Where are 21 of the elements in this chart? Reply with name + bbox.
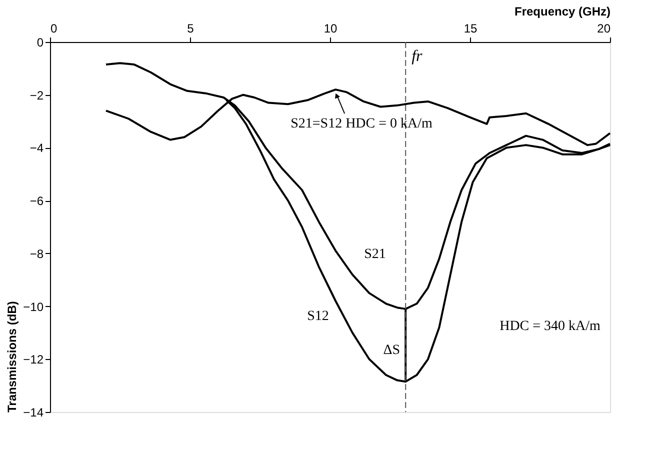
y-tick-label: −2 — [30, 88, 44, 102]
y-tick-label: 0 — [36, 36, 44, 50]
ref-line-label: fr — [412, 48, 424, 65]
y-tick-label: −10 — [23, 300, 44, 314]
y-tick-label: −14 — [23, 406, 44, 420]
annotation: HDC = 340 kA/m — [500, 319, 601, 334]
y-tick-label: −12 — [23, 352, 44, 367]
x-tick-label: 0 — [50, 22, 58, 36]
y-axis-title: Transmissions (dB) — [5, 301, 20, 412]
annotation: ΔS — [383, 343, 400, 358]
annotation: S21=S12 HDC = 0 kA/m — [290, 116, 433, 132]
x-tick-label: 10 — [324, 22, 338, 36]
annotation: S21 — [364, 247, 386, 262]
x-tick-label: 5 — [187, 22, 194, 36]
y-tick-label: −6 — [30, 194, 44, 208]
y-tick-label: −4 — [30, 141, 44, 156]
y-tick-label: −8 — [30, 246, 44, 261]
x-tick-label: 15 — [464, 22, 478, 36]
x-tick-label: 20 — [597, 22, 611, 36]
annotation: S12 — [307, 309, 329, 324]
x-axis-title: Frequency (GHz) — [514, 4, 610, 18]
